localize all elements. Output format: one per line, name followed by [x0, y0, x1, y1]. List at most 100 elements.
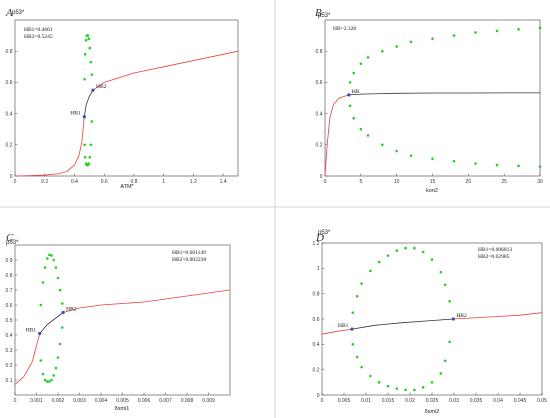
plot-frame	[14, 244, 231, 396]
oscillation-max-point	[41, 281, 45, 284]
oscillation-max-point	[348, 81, 352, 84]
stable-steady-state-line	[63, 289, 231, 313]
oscillation-min-point	[538, 165, 542, 168]
oscillation-min-point	[56, 356, 60, 359]
oscillation-max-point	[360, 282, 363, 285]
y-tick-label: 0.7	[6, 288, 13, 294]
oscillation-max-point	[439, 270, 443, 274]
oscillation-min-point	[351, 343, 355, 346]
y-tick-label: 0.2	[6, 363, 13, 369]
x-tick-label: 0.03	[449, 398, 459, 404]
panel-letter: C	[6, 232, 14, 244]
oscillation-max-point	[39, 303, 43, 307]
x-tick-label: 0.015	[382, 398, 395, 404]
y-tick-label: 0.8	[313, 291, 320, 297]
oscillation-max-point	[386, 254, 390, 257]
oscillation-max-point	[84, 38, 88, 42]
stable-steady-state-line	[92, 50, 239, 91]
oscillation-max-point	[50, 254, 53, 257]
oscillation-min-point	[359, 127, 363, 131]
hopf-point-marker	[61, 310, 65, 315]
oscillation-min-point	[352, 116, 355, 120]
hopf-point-marker	[451, 317, 455, 321]
hopf-point-marker	[91, 88, 95, 92]
x-tick-label: 0.002	[52, 398, 65, 404]
oscillation-max-point	[43, 266, 47, 269]
unstable-steady-state-line	[351, 318, 454, 330]
oscillation-max-point	[381, 49, 384, 53]
y-tick-label: 0.1	[6, 378, 13, 384]
hopf-value-text: HB1=0.001149	[172, 250, 206, 256]
x-tick-label: 0.05	[537, 398, 547, 404]
oscillation-max-point	[351, 311, 355, 314]
y-tick-label: 0.5	[6, 318, 13, 324]
oscillation-max-point	[83, 53, 87, 56]
x-tick-label: 0.003	[73, 398, 86, 404]
y-tick-label: 0.6	[316, 80, 323, 86]
oscillation-max-point	[474, 31, 477, 34]
oscillation-min-point	[54, 366, 58, 370]
oscillation-min-point	[430, 381, 434, 384]
panel-c: C 0 0.001 0.002 0.003 0.004 0.005 0.006 0.007 0.0…	[6, 232, 231, 412]
hopf-point-marker	[350, 327, 354, 331]
unstable-steady-state-line	[39, 312, 64, 334]
x-tick-label: 0.035	[470, 398, 483, 404]
oscillation-min-point	[88, 155, 92, 159]
oscillation-min-point	[369, 374, 372, 378]
oscillation-max-point	[421, 250, 425, 254]
oscillation-max-point	[409, 40, 413, 44]
y-tick-label: 0.6	[313, 317, 320, 323]
oscillation-min-point	[87, 162, 91, 165]
oscillation-min-point	[377, 381, 381, 384]
oscillation-min-point	[61, 326, 64, 329]
oscillation-max-point	[90, 73, 94, 76]
oscillation-min-point	[41, 372, 45, 376]
oscillation-max-point	[448, 299, 451, 303]
x-axis-label: ATM*	[120, 184, 134, 190]
oscillation-max-point	[430, 258, 434, 261]
oscillation-min-point	[90, 120, 94, 123]
oscillation-min-point	[43, 378, 47, 382]
stable-steady-state-line	[321, 328, 353, 335]
y-tick-label: 0.8	[6, 49, 13, 55]
oscillation-min-point	[495, 163, 499, 167]
x-tick-label: 0	[324, 179, 327, 185]
y-tick-label: 0.3	[6, 348, 13, 354]
oscillation-max-point	[431, 37, 434, 41]
x-tick-label: 10	[394, 179, 400, 185]
hopf-value-text: HB2=0.5245	[24, 34, 53, 40]
oscillation-max-point	[355, 294, 359, 298]
oscillation-min-point	[89, 143, 93, 147]
x-tick-label: 0.4	[71, 179, 78, 185]
hopf-point-marker	[347, 93, 351, 97]
oscillation-min-point	[395, 149, 398, 153]
unstable-steady-state-line	[83, 89, 94, 117]
oscillation-max-point	[377, 260, 381, 264]
hopf-point-label: HB	[352, 89, 360, 95]
oscillation-max-point	[54, 266, 58, 269]
y-axis-label: p53*	[12, 10, 25, 16]
oscillation-min-point	[348, 104, 352, 108]
x-tick-label: 1	[162, 179, 165, 185]
x-tick-label: 0.006	[138, 398, 151, 404]
oscillation-max-point	[452, 34, 456, 37]
oscillation-max-point	[395, 45, 398, 48]
unstable-steady-state-line	[348, 92, 540, 96]
oscillation-min-point	[409, 154, 413, 158]
y-axis-label: p53*	[318, 230, 331, 236]
y-tick-label: 1	[317, 266, 320, 272]
x-tick-label: 5	[359, 179, 362, 185]
oscillation-min-point	[395, 387, 399, 390]
oscillation-min-point	[48, 380, 51, 383]
oscillation-min-point	[355, 355, 359, 359]
oscillation-min-point	[474, 162, 477, 165]
x-tick-label: 0.004	[95, 398, 108, 404]
oscillation-max-point	[48, 253, 51, 257]
x-tick-label: 0.005	[116, 398, 129, 404]
x-tick-label: 0.007	[159, 398, 172, 404]
oscillation-max-point	[56, 276, 60, 280]
y-tick-label: 0.8	[316, 49, 323, 55]
x-tick-label: 20	[466, 179, 472, 185]
oscillation-max-point	[61, 302, 64, 305]
